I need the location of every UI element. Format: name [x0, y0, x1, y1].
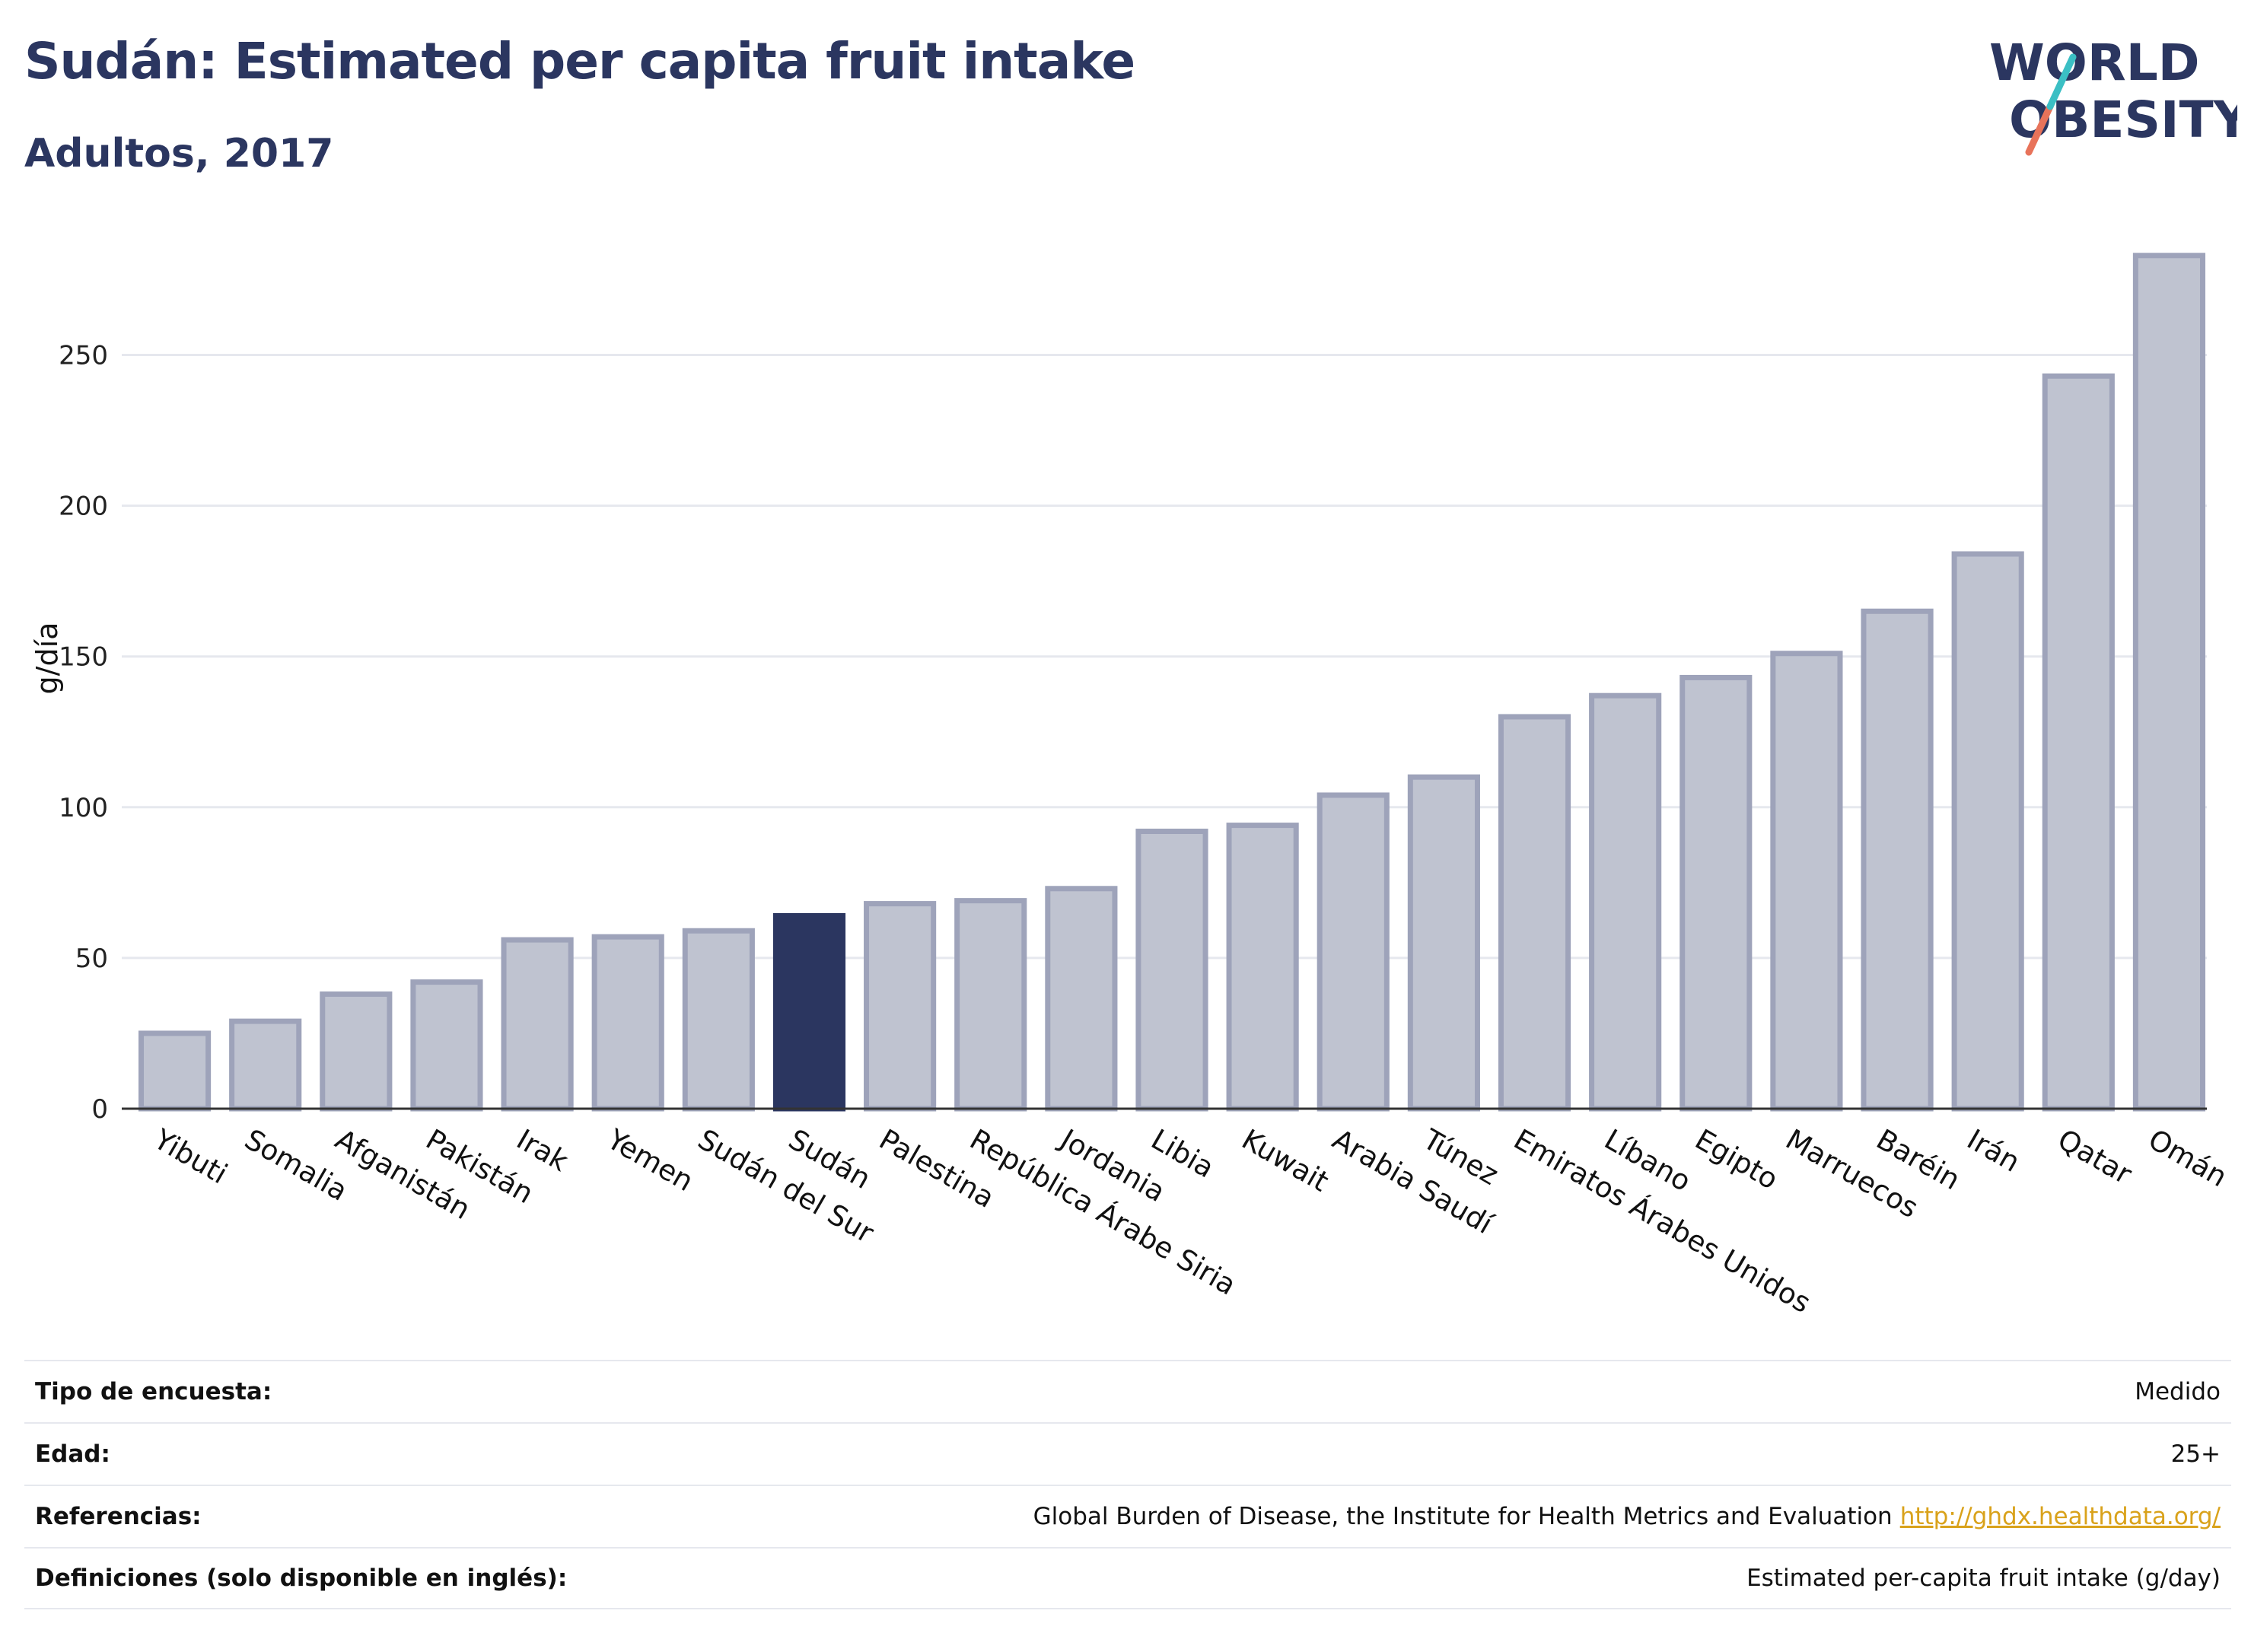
bar	[1770, 651, 1843, 1112]
bar-highlight	[772, 912, 846, 1112]
bar	[1317, 792, 1390, 1112]
x-tick-label: Irán	[1962, 1123, 2026, 1179]
bar	[2042, 373, 2115, 1112]
x-tick-label: Yemen	[601, 1122, 699, 1198]
x-tick-label: Irak	[511, 1123, 575, 1179]
bar	[864, 901, 937, 1112]
bar	[591, 934, 664, 1112]
logo-slash-teal	[2046, 53, 2077, 110]
x-tick-label: Qatar	[2052, 1123, 2138, 1192]
y-tick-label: 0	[91, 1094, 108, 1125]
info-row-survey-type: Tipo de encuesta: Medido	[24, 1360, 2231, 1422]
info-value-references: Global Burden of Disease, the Institute …	[1033, 1503, 2221, 1530]
info-row-age: Edad: 25+	[24, 1422, 2231, 1485]
bar	[138, 1030, 212, 1112]
world-obesity-logo: WORLD OBESITY	[1989, 33, 2237, 156]
chart-subtitle: Adultos, 2017	[24, 131, 334, 177]
bar	[1951, 551, 2024, 1112]
x-tick-label: Egipto	[1689, 1123, 1784, 1196]
bar	[1407, 774, 1480, 1112]
y-tick-label: 100	[59, 793, 108, 823]
y-axis-ticks: 0 50 100 150 200 250	[59, 341, 108, 1125]
bar	[410, 979, 483, 1112]
bar	[1135, 828, 1208, 1112]
info-label: Edad:	[35, 1440, 110, 1468]
y-axis-label: g/día	[30, 622, 64, 695]
info-label: Referencias:	[35, 1503, 202, 1530]
y-tick-label: 50	[75, 944, 108, 974]
y-tick-label: 250	[59, 341, 108, 371]
reference-link[interactable]: http://ghdx.healthdata.org/	[1899, 1503, 2221, 1530]
info-row-definitions: Definiciones (solo disponible en inglés)…	[24, 1547, 2231, 1609]
y-tick-label: 150	[59, 642, 108, 673]
info-value: 25+	[2170, 1440, 2221, 1468]
bar	[1589, 692, 1662, 1112]
x-tick-label: Yibuti	[148, 1122, 233, 1190]
bar	[1861, 608, 1934, 1112]
y-tick-label: 200	[59, 492, 108, 522]
reference-text: Global Burden of Disease, the Institute …	[1033, 1503, 1893, 1530]
bar	[682, 928, 755, 1112]
bar	[320, 991, 393, 1112]
info-value: Medido	[2135, 1378, 2221, 1405]
info-row-references: Referencias: Global Burden of Disease, t…	[24, 1485, 2231, 1547]
info-label: Definiciones (solo disponible en inglés)…	[35, 1564, 568, 1592]
x-tick-label: Kuwait	[1237, 1123, 1335, 1198]
logo-slash-orange	[2025, 103, 2054, 156]
bar	[954, 898, 1027, 1112]
bar	[1679, 674, 1753, 1112]
bar	[1498, 714, 1571, 1112]
info-value: Estimated per-capita fruit intake (g/day…	[1746, 1564, 2221, 1592]
x-tick-label: Somalia	[239, 1123, 353, 1208]
x-tick-label: Omán	[2143, 1123, 2233, 1194]
chart-title: Sudán: Estimated per capita fruit intake	[24, 32, 1135, 91]
info-table: Tipo de encuesta: Medido Edad: 25+ Refer…	[24, 1360, 2231, 1609]
bar	[501, 937, 574, 1112]
bar	[1045, 886, 1118, 1112]
bar	[229, 1018, 302, 1112]
bar	[1226, 823, 1299, 1112]
info-label: Tipo de encuesta:	[35, 1378, 272, 1405]
logo-line1: WORLD	[1989, 33, 2200, 92]
bar	[2132, 253, 2206, 1112]
bars	[138, 253, 2206, 1112]
